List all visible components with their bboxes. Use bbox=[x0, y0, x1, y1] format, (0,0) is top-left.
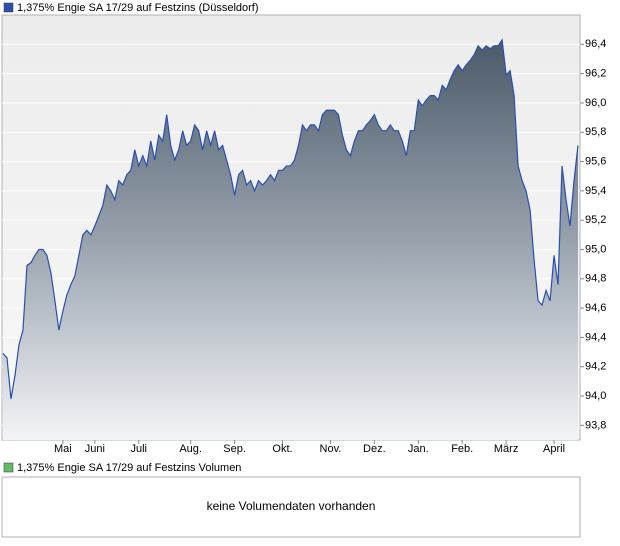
x-tick-label: Aug. bbox=[179, 443, 202, 455]
y-tick-label: 94,8 bbox=[585, 273, 606, 285]
legend-label: 1,375% Engie SA 17/29 auf Festzins Volum… bbox=[17, 462, 241, 474]
y-tick-label: 95,4 bbox=[585, 185, 606, 197]
y-tick-label: 93,8 bbox=[585, 419, 606, 431]
legend-swatch bbox=[3, 462, 14, 473]
x-tick-label: Juli bbox=[131, 443, 148, 455]
legend-label: 1,375% Engie SA 17/29 auf Festzins (Düss… bbox=[17, 2, 259, 14]
x-tick-label: Nov. bbox=[320, 443, 342, 455]
legend-swatch bbox=[3, 2, 14, 13]
line bbox=[2, 38, 579, 400]
x-tick-label: Dez. bbox=[363, 443, 386, 455]
y-tick-label: 96,4 bbox=[585, 38, 606, 50]
volume-panel bbox=[1, 476, 581, 538]
y-tick-label: 95,0 bbox=[585, 243, 606, 255]
x-tick-label: Jan. bbox=[408, 443, 429, 455]
x-tick-label: Juni bbox=[85, 443, 105, 455]
y-tick-label: 96,2 bbox=[585, 68, 606, 80]
x-tick-label: März bbox=[494, 443, 518, 455]
x-tick-label: Mai bbox=[54, 443, 72, 455]
area bbox=[3, 39, 578, 440]
y-tick-label: 94,2 bbox=[585, 361, 606, 373]
y-tick-label: 95,8 bbox=[585, 126, 606, 138]
empty-message: keine Volumendaten vorhanden bbox=[207, 499, 376, 513]
x-tick-label: April bbox=[543, 443, 565, 455]
y-tick-label: 95,6 bbox=[585, 155, 606, 167]
x-tick-label: Feb. bbox=[451, 443, 473, 455]
x-tick-label: Sep. bbox=[223, 443, 246, 455]
x-tick-label: Okt. bbox=[272, 443, 292, 455]
y-tick-label: 94,6 bbox=[585, 302, 606, 314]
y-tick-label: 94,4 bbox=[585, 331, 606, 343]
y-tick-label: 96,0 bbox=[585, 97, 606, 109]
y-tick-label: 94,0 bbox=[585, 390, 606, 402]
y-tick-label: 95,2 bbox=[585, 214, 606, 226]
